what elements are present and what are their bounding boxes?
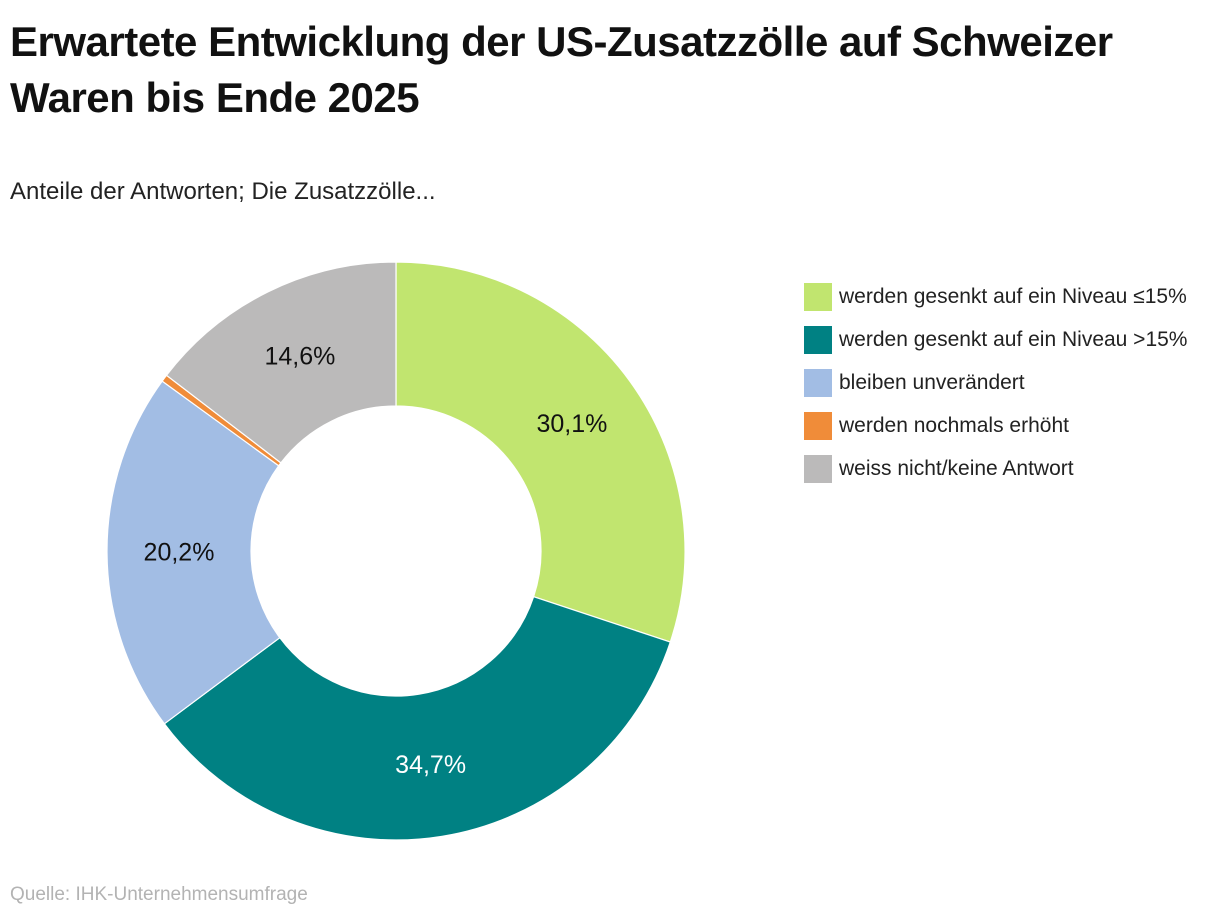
chart-subtitle: Anteile der Antworten; Die Zusatzzölle..… (10, 178, 436, 205)
legend-item: bleiben unverändert (804, 361, 1187, 404)
slice-value-label: 34,7% (395, 751, 466, 779)
legend-swatch (804, 411, 832, 440)
donut-slice-2 (163, 595, 672, 841)
legend-item: weiss nicht/keine Antwort (804, 447, 1187, 490)
donut-slice-5 (165, 261, 397, 464)
legend-swatch (804, 454, 832, 483)
legend-item: werden nochmals erhöht (804, 404, 1187, 447)
legend-swatch (804, 325, 832, 354)
legend-label: werden gesenkt auf ein Niveau >15% (839, 327, 1188, 351)
legend-swatch (804, 368, 832, 397)
donut-chart: 30,1% 34,7% 20,2% 14,6% (106, 261, 686, 841)
donut-slice-3 (106, 380, 281, 725)
chart-title: Erwartete Entwicklung der US-Zusatzzölle… (10, 18, 1113, 121)
slice-value-label: 20,2% (144, 538, 215, 566)
legend-label: weiss nicht/keine Antwort (839, 456, 1074, 480)
legend-item: werden gesenkt auf ein Niveau >15% (804, 318, 1187, 361)
donut-slice-1 (395, 261, 686, 643)
slice-value-label: 14,6% (264, 342, 335, 370)
legend-label: bleiben unverändert (839, 370, 1025, 394)
source-note: Quelle: IHK-Unternehmensumfrage (10, 884, 308, 905)
legend-label: werden nochmals erhöht (839, 413, 1069, 437)
legend-swatch (804, 282, 832, 311)
legend-item: werden gesenkt auf ein Niveau ≤15% (804, 275, 1187, 318)
slice-value-label: 30,1% (537, 410, 608, 438)
chart-legend: werden gesenkt auf ein Niveau ≤15% werden… (804, 275, 1187, 490)
legend-label: werden gesenkt auf ein Niveau ≤15% (839, 284, 1187, 308)
